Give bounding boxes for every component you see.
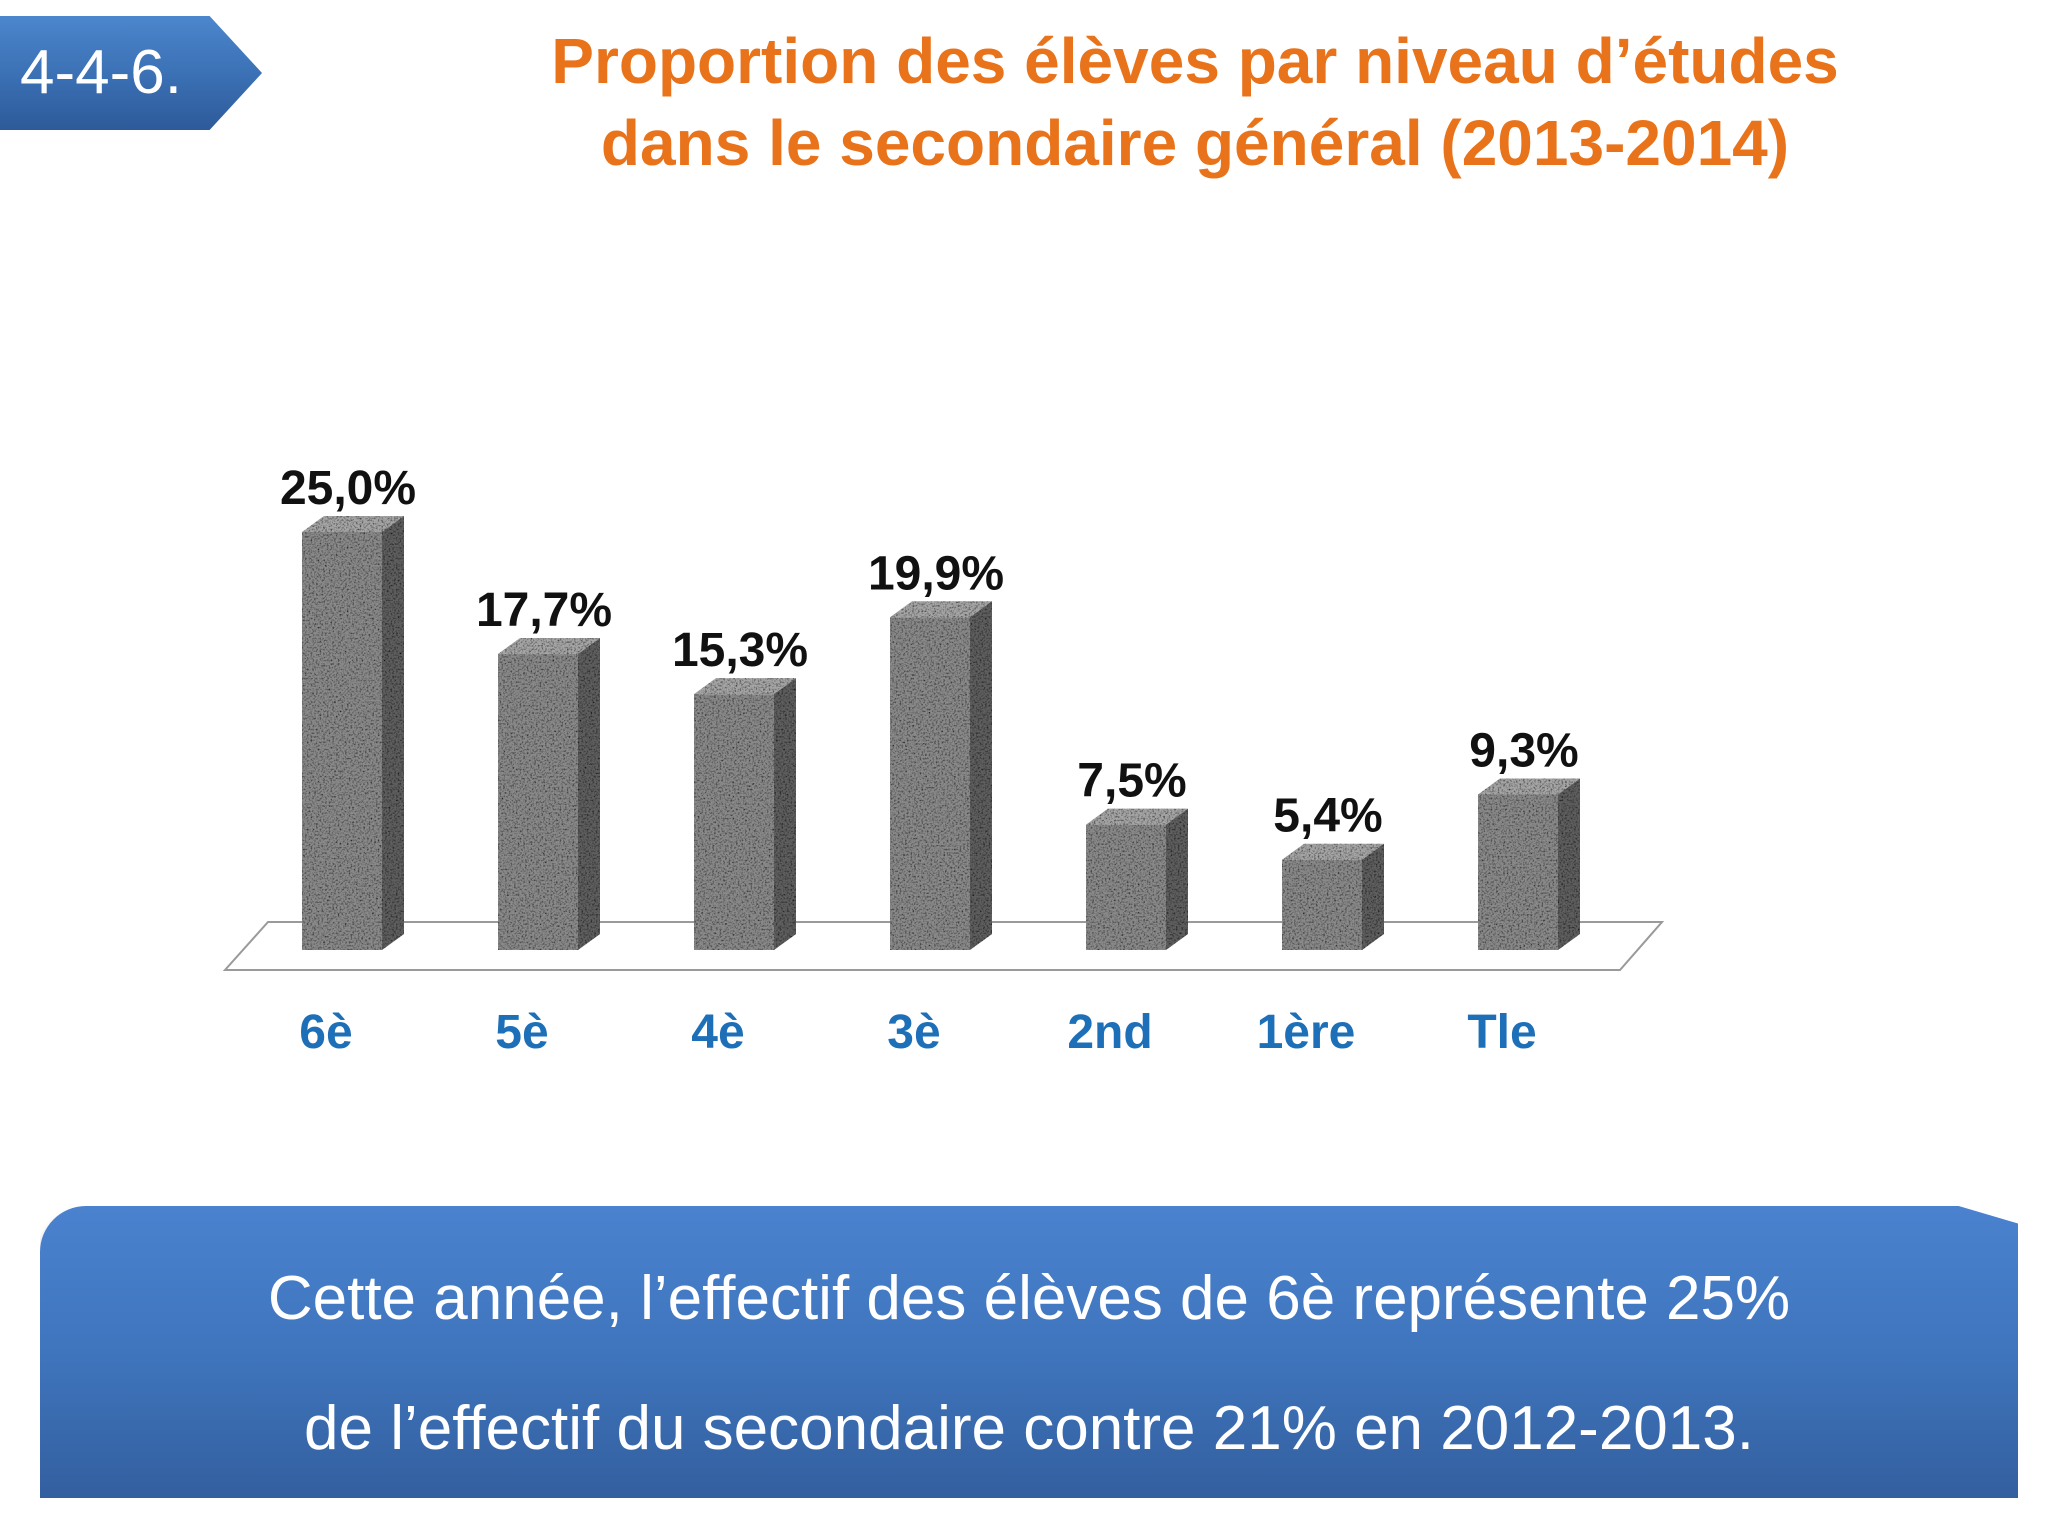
category-label: 2nd	[1067, 1006, 1152, 1059]
bar-side	[1558, 778, 1580, 950]
bar-front	[302, 532, 382, 950]
bar-top	[302, 516, 404, 532]
category-label: 6è	[299, 1006, 352, 1059]
bar-front	[1478, 794, 1558, 950]
summary-line-1: Cette année, l’effectif des élèves de 6è…	[267, 1264, 1791, 1333]
summary-callout: Cette année, l’effectif des élèves de 6è…	[40, 1206, 2018, 1498]
value-label: 15,3%	[672, 624, 808, 677]
bar-top	[890, 601, 992, 618]
bar-front	[694, 694, 774, 950]
bar-Tle	[1478, 778, 1580, 950]
bar-front	[1086, 824, 1166, 950]
bar-1ère	[1282, 843, 1384, 950]
page-title-line-1: Proportion des élèves par niveau d’étude…	[551, 25, 1839, 97]
bar-top	[1478, 778, 1580, 795]
bar-side	[1362, 843, 1384, 950]
bar-top	[1282, 843, 1384, 860]
bar-top	[498, 638, 600, 655]
category-label: 3è	[887, 1006, 940, 1059]
category-label: 1ère	[1257, 1006, 1356, 1059]
bar-chart: 25,0% 17,7% 15,3% 19,9% 7,5% 5,4% 9,3% 6è 5è 4è 3…	[222, 462, 1665, 1059]
bar-2nd	[1086, 808, 1188, 950]
value-label: 7,5%	[1077, 755, 1186, 808]
bar-side	[382, 516, 404, 950]
page-title-line-2: dans le secondaire général (2013-2014)	[600, 107, 1790, 179]
bar-front	[498, 654, 578, 950]
value-label: 9,3%	[1469, 725, 1578, 778]
category-label: 5è	[495, 1006, 548, 1059]
bar-side	[774, 678, 796, 950]
bar-top	[694, 678, 796, 695]
section-number: 4-4-6.	[20, 38, 182, 107]
bar-5è	[498, 638, 600, 950]
bar-side	[1166, 808, 1188, 950]
section-number-badge: 4-4-6.	[0, 16, 262, 130]
bar-front	[890, 617, 970, 950]
value-label: 25,0%	[280, 462, 416, 515]
bar-4è	[694, 678, 796, 950]
summary-line-2: de l’effectif du secondaire contre 21% e…	[304, 1394, 1754, 1463]
bar-3è	[890, 601, 992, 950]
value-label: 17,7%	[476, 584, 612, 637]
bar-top	[1086, 808, 1188, 825]
page-title: Proportion des élèves par niveau d’étude…	[360, 20, 2030, 184]
bar-side	[578, 638, 600, 950]
bar-side	[970, 601, 992, 950]
value-label: 5,4%	[1273, 790, 1382, 843]
value-label: 19,9%	[868, 547, 1004, 600]
bar-6è	[302, 516, 404, 950]
category-label: Tle	[1467, 1006, 1536, 1059]
bar-front	[1282, 859, 1362, 950]
category-label: 4è	[691, 1006, 744, 1059]
